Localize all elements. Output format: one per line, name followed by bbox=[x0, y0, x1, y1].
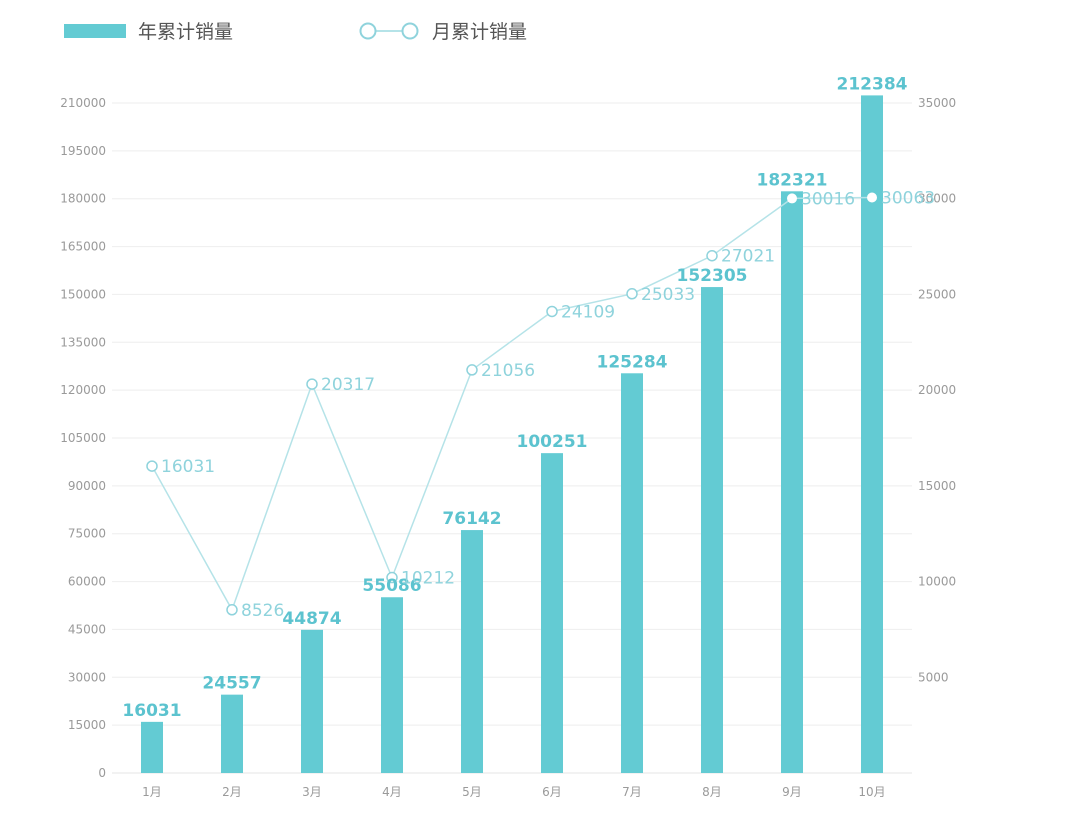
line-point[interactable] bbox=[546, 305, 558, 318]
bar[interactable] bbox=[141, 721, 163, 773]
bar[interactable] bbox=[541, 453, 563, 773]
line-point[interactable] bbox=[306, 378, 318, 390]
line-value-label: 24109 bbox=[561, 302, 615, 322]
x-axis-tick-label: 2月 bbox=[222, 785, 242, 799]
legend-item-line[interactable]: 月累计销量 bbox=[359, 21, 528, 43]
bar-value-label: 152305 bbox=[677, 266, 748, 286]
left-axis-tick-label: 15000 bbox=[68, 718, 106, 732]
line-value-label: 30063 bbox=[881, 189, 935, 209]
left-axis-tick-label: 120000 bbox=[60, 383, 106, 397]
bar[interactable] bbox=[461, 530, 483, 773]
bar-value-label: 76142 bbox=[442, 509, 501, 529]
legend-line-marker-right bbox=[401, 22, 419, 40]
x-axis-tick-label: 10月 bbox=[858, 785, 885, 799]
x-axis-tick-label: 5月 bbox=[462, 785, 482, 799]
grid-lines bbox=[112, 102, 912, 774]
bar-value-label: 212384 bbox=[837, 74, 908, 94]
line-point[interactable] bbox=[626, 288, 638, 300]
left-axis-tick-label: 135000 bbox=[60, 335, 106, 349]
bar[interactable] bbox=[381, 597, 403, 773]
line-value-label: 16031 bbox=[161, 457, 215, 477]
bar-value-label: 16031 bbox=[122, 701, 181, 721]
line-series bbox=[146, 192, 877, 616]
line-point[interactable] bbox=[386, 571, 398, 584]
x-axis-tick-label: 9月 bbox=[782, 785, 802, 799]
line-path bbox=[151, 196, 873, 612]
bar-value-label: 125284 bbox=[597, 352, 668, 372]
bar-value-label: 182321 bbox=[757, 170, 828, 190]
bar-value-label: 55086 bbox=[362, 576, 421, 596]
left-axis: 0 15000 30000 45000 60000 75000 90000 105000 120… bbox=[60, 96, 106, 780]
bar-value-label: 100251 bbox=[517, 432, 588, 452]
x-axis-tick-label: 3月 bbox=[302, 785, 322, 799]
line-point[interactable] bbox=[706, 249, 718, 262]
legend-bar-swatch bbox=[64, 24, 126, 38]
x-axis-tick-label: 1月 bbox=[142, 785, 162, 799]
left-axis-tick-label: 180000 bbox=[60, 192, 106, 206]
left-axis-tick-label: 60000 bbox=[68, 575, 106, 589]
bar[interactable] bbox=[221, 694, 243, 773]
left-axis-tick-label: 150000 bbox=[60, 287, 106, 301]
right-axis-tick-label: 10000 bbox=[918, 575, 956, 589]
bar[interactable] bbox=[621, 373, 643, 773]
line-point[interactable] bbox=[787, 193, 797, 204]
bar-value-label: 44874 bbox=[282, 609, 341, 629]
line-value-label: 8526 bbox=[241, 601, 284, 621]
bar[interactable] bbox=[301, 629, 323, 773]
left-axis-tick-label: 90000 bbox=[68, 479, 106, 493]
x-axis-tick-label: 8月 bbox=[702, 785, 722, 799]
left-axis-tick-label: 75000 bbox=[68, 527, 106, 541]
left-axis-tick-label: 45000 bbox=[68, 622, 106, 636]
x-axis-tick-label: 6月 bbox=[542, 785, 562, 799]
right-axis-tick-label: 30000 bbox=[918, 192, 956, 206]
bar[interactable] bbox=[781, 191, 803, 773]
right-axis-tick-label: 15000 bbox=[918, 479, 956, 493]
data-labels: 16031 24557 44874 55086 76142 100251 125284 152… bbox=[122, 74, 935, 720]
right-axis-tick-label: 5000 bbox=[918, 670, 949, 684]
right-axis-tick-label: 25000 bbox=[918, 287, 956, 301]
left-axis-tick-label: 105000 bbox=[60, 431, 106, 445]
line-value-label: 25033 bbox=[641, 285, 695, 305]
left-axis-tick-label: 195000 bbox=[60, 144, 106, 158]
legend-bar-label: 年累计销量 bbox=[138, 21, 233, 43]
left-axis-tick-label: 210000 bbox=[60, 96, 106, 110]
line-point[interactable] bbox=[226, 604, 238, 616]
x-axis-tick-label: 7月 bbox=[622, 785, 642, 799]
bar[interactable] bbox=[701, 287, 723, 773]
line-value-label: 10212 bbox=[401, 569, 455, 589]
legend-line-label: 月累计销量 bbox=[432, 21, 527, 43]
legend-line-marker-left bbox=[359, 22, 377, 40]
bar-value-label: 24557 bbox=[202, 674, 261, 694]
line-point[interactable] bbox=[146, 460, 158, 472]
left-axis-tick-label: 30000 bbox=[68, 670, 106, 684]
line-value-label: 21056 bbox=[481, 361, 535, 381]
line-value-label: 30016 bbox=[801, 189, 855, 209]
legend-item-bar[interactable]: 年累计销量 bbox=[64, 21, 233, 43]
line-value-label: 20317 bbox=[321, 375, 375, 395]
right-axis-tick-label: 35000 bbox=[918, 96, 956, 110]
x-axis: 1月 2月 3月 4月 5月 6月 7月 8月 9月 10月 bbox=[112, 772, 912, 799]
legend: 年累计销量 月累计销量 bbox=[64, 21, 527, 43]
left-axis-tick-label: 0 bbox=[98, 766, 106, 780]
x-axis-tick-label: 4月 bbox=[382, 785, 402, 799]
right-axis: 5000 10000 15000 20000 25000 30000 35000 bbox=[918, 96, 956, 684]
left-axis-tick-label: 165000 bbox=[60, 240, 106, 254]
line-point[interactable] bbox=[466, 364, 478, 376]
bar[interactable] bbox=[861, 95, 883, 773]
right-axis-tick-label: 20000 bbox=[918, 383, 956, 397]
line-point[interactable] bbox=[867, 192, 877, 203]
bar-series bbox=[141, 95, 883, 773]
line-value-label: 27021 bbox=[721, 247, 775, 267]
